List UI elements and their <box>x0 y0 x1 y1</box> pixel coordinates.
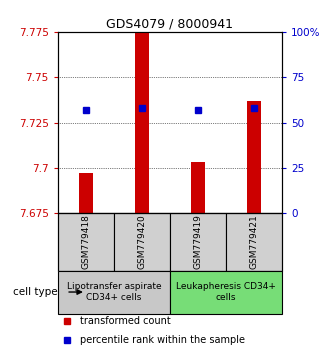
Bar <box>170 270 282 314</box>
Text: GSM779420: GSM779420 <box>137 215 147 269</box>
Text: percentile rank within the sample: percentile rank within the sample <box>80 335 245 344</box>
Title: GDS4079 / 8000941: GDS4079 / 8000941 <box>107 18 233 31</box>
Bar <box>135 32 149 213</box>
Bar <box>58 213 114 270</box>
Text: Leukapheresis CD34+
cells: Leukapheresis CD34+ cells <box>176 282 276 302</box>
Bar <box>170 213 226 270</box>
Text: GSM779421: GSM779421 <box>249 215 259 269</box>
Bar <box>114 213 170 270</box>
Bar <box>79 173 93 213</box>
Bar <box>247 101 261 213</box>
Text: GSM779418: GSM779418 <box>81 215 90 269</box>
Bar <box>226 213 282 270</box>
Bar <box>191 162 205 213</box>
Text: transformed count: transformed count <box>80 316 171 326</box>
Text: cell type: cell type <box>13 287 58 297</box>
Bar <box>58 270 170 314</box>
Text: Lipotransfer aspirate
CD34+ cells: Lipotransfer aspirate CD34+ cells <box>67 282 161 302</box>
Text: GSM779419: GSM779419 <box>193 215 203 269</box>
